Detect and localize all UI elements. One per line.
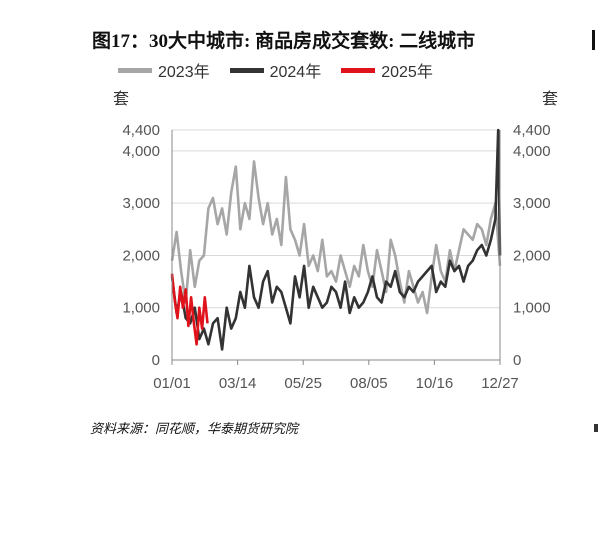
x-tick-label: 08/05 — [350, 375, 388, 392]
axes: 0 0 1,000 1,000 2,000 2,000 3,000 3,000 4,000 4,0… — [122, 122, 550, 392]
y-tick-label-left: 1,000 — [122, 300, 160, 317]
x-tick-label: 03/14 — [219, 375, 257, 392]
source-note: 资料来源：同花顺，华泰期货研究院 — [90, 421, 299, 436]
legend-swatch-2025 — [341, 67, 376, 73]
y-tick-label-right: 4,000 — [513, 143, 551, 160]
y-tick-label-right: 0 — [513, 352, 521, 369]
y-tick-label-left: 2,000 — [122, 247, 160, 264]
legend-item-2023: 2023年 — [118, 58, 210, 82]
series-line-2 — [170, 128, 502, 351]
y-tick-label-right: 4,400 — [513, 122, 551, 139]
y-tick-label-left: 4,400 — [122, 122, 160, 139]
legend-label-2025: 2025年 — [381, 64, 433, 81]
y-tick-label-left: 3,000 — [122, 195, 160, 212]
series-line-3 — [170, 273, 209, 346]
legend-swatch-2024 — [229, 67, 264, 73]
x-tick-label: 10/16 — [416, 375, 454, 392]
legend-label-2024: 2024年 — [269, 64, 322, 81]
adjacent-figure-edge — [592, 30, 595, 50]
x-tick-label: 12/27 — [481, 375, 519, 392]
adjacent-figure-edge-mark — [594, 424, 598, 432]
y-tick-label-left: 0 — [152, 352, 160, 369]
y-tick-label-right: 3,000 — [513, 195, 551, 212]
grid-lines — [172, 129, 500, 309]
legend-swatch-2023 — [118, 67, 152, 73]
y-tick-label-right: 2,000 — [513, 247, 551, 264]
x-tick-label: 05/25 — [284, 375, 322, 392]
y-unit-right: 套 — [542, 90, 558, 108]
series-lines — [170, 128, 502, 351]
y-tick-label-right: 1,000 — [513, 300, 551, 317]
y-unit-left: 套 — [113, 90, 129, 108]
x-tick-label: 01/01 — [153, 375, 191, 392]
chart-title: 图17：30大中城市: 商品房成交套数: 二线城市 — [92, 31, 476, 52]
y-tick-label-left: 4,000 — [122, 143, 160, 160]
chart-legend: 2023年 2024年 2025年 — [118, 58, 433, 82]
line-chart: 0 0 1,000 1,000 2,000 2,000 3,000 3,000 4,000 4,0… — [113, 90, 558, 392]
legend-item-2025: 2025年 — [341, 58, 433, 82]
legend-label-2023: 2023年 — [158, 64, 210, 81]
legend-item-2024: 2024年 — [229, 58, 322, 82]
